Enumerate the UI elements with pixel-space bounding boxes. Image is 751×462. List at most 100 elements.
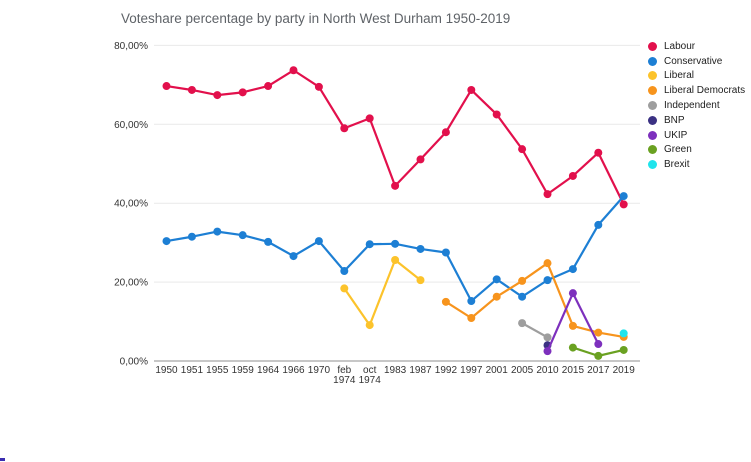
point-green-2019[interactable] <box>619 345 628 354</box>
legend-label: BNP <box>664 114 685 126</box>
line-segment-labour <box>241 84 270 94</box>
point-conservative-1970[interactable] <box>314 237 323 246</box>
legend-item-liberal-democrats[interactable]: Liberal Democrats <box>648 83 745 98</box>
chart-title: Voteshare percentage by party in North W… <box>121 11 511 26</box>
point-independent-2005[interactable] <box>518 319 527 328</box>
point-conservative-feb-1974[interactable] <box>340 267 349 276</box>
point-conservative-1997[interactable] <box>467 297 476 306</box>
point-labour-1983[interactable] <box>391 181 400 190</box>
point-ukip-2017[interactable] <box>594 340 603 349</box>
line-segment-conservative <box>241 234 270 243</box>
point-conservative-1983[interactable] <box>391 239 400 248</box>
point-labour-1966[interactable] <box>289 66 298 75</box>
legend-item-conservative[interactable]: Conservative <box>648 54 745 69</box>
point-conservative-2010[interactable] <box>543 276 552 285</box>
point-liberal-democrats-2015[interactable] <box>568 321 577 330</box>
legend-dot-icon <box>648 56 657 66</box>
line-segment-labour <box>368 117 397 187</box>
point-labour-oct-1974[interactable] <box>365 114 374 123</box>
line-segment-liberal-democrats <box>597 331 625 339</box>
point-conservative-1950[interactable] <box>162 237 171 246</box>
point-conservative-2017[interactable] <box>594 220 603 229</box>
point-labour-2015[interactable] <box>568 171 577 180</box>
legend-label: Green <box>664 144 692 156</box>
legend-item-liberal[interactable]: Liberal <box>648 69 745 84</box>
point-labour-1992[interactable] <box>441 128 450 137</box>
point-labour-1987[interactable] <box>416 155 425 164</box>
point-independent-2010[interactable] <box>543 333 552 342</box>
line-segment-conservative <box>419 247 447 254</box>
x-axis-label-feb-1974: feb 1974 <box>333 365 356 386</box>
x-axis-label-2015: 2015 <box>562 365 585 376</box>
x-axis-label-1966: 1966 <box>282 365 305 376</box>
line-segment-independent <box>520 322 549 339</box>
point-liberal-democrats-1997[interactable] <box>467 313 476 322</box>
point-labour-1959[interactable] <box>238 88 247 97</box>
point-labour-2001[interactable] <box>492 110 501 119</box>
y-axis-label-40: 40,00% <box>114 199 148 210</box>
point-conservative-2001[interactable] <box>492 275 501 284</box>
point-liberal-democrats-2001[interactable] <box>492 292 501 301</box>
point-liberal-feb-1974[interactable] <box>340 284 349 293</box>
x-axis-label-2005: 2005 <box>511 365 534 376</box>
point-labour-1951[interactable] <box>187 85 196 94</box>
point-liberal-1987[interactable] <box>416 276 425 285</box>
legend-dot-icon <box>648 160 657 170</box>
point-conservative-1955[interactable] <box>213 227 222 236</box>
point-labour-2019[interactable] <box>619 200 628 209</box>
point-conservative-2015[interactable] <box>568 265 577 274</box>
point-labour-2017[interactable] <box>594 148 603 157</box>
point-labour-2010[interactable] <box>543 190 552 199</box>
point-labour-feb-1974[interactable] <box>340 124 349 133</box>
point-liberal-democrats-1992[interactable] <box>441 297 450 306</box>
legend-item-green[interactable]: Green <box>648 143 745 158</box>
point-conservative-1964[interactable] <box>264 237 273 246</box>
point-labour-1950[interactable] <box>162 82 171 91</box>
point-brexit-2019[interactable] <box>619 329 628 338</box>
point-labour-1964[interactable] <box>264 82 273 91</box>
point-liberal-oct-1974[interactable] <box>365 321 374 330</box>
point-conservative-1992[interactable] <box>441 248 450 257</box>
legend-dot-icon <box>648 130 657 140</box>
point-conservative-1951[interactable] <box>187 232 196 241</box>
line-segment-conservative <box>292 239 320 258</box>
line-segment-labour <box>470 88 498 116</box>
y-axis-label-80: 80,00% <box>114 41 148 52</box>
point-labour-1970[interactable] <box>314 82 323 91</box>
line-segment-labour <box>520 148 549 196</box>
x-axis-label-1951: 1951 <box>181 365 204 376</box>
legend-item-independent[interactable]: Independent <box>648 98 745 113</box>
x-axis-label-1959: 1959 <box>232 365 255 376</box>
point-labour-1997[interactable] <box>467 85 476 94</box>
line-segment-conservative <box>444 251 473 303</box>
point-liberal-democrats-2010[interactable] <box>543 259 552 268</box>
line-segment-labour <box>394 158 422 187</box>
point-labour-1955[interactable] <box>213 91 222 100</box>
legend-dot-icon <box>648 71 657 81</box>
point-ukip-2015[interactable] <box>568 289 577 298</box>
legend-item-ukip[interactable]: UKIP <box>648 128 745 143</box>
legend-item-labour[interactable]: Labour <box>648 39 745 54</box>
point-labour-2005[interactable] <box>518 145 527 154</box>
line-segment-liberal-democrats <box>520 262 549 283</box>
x-axis-label-1955: 1955 <box>206 365 229 376</box>
point-green-2015[interactable] <box>568 343 577 352</box>
legend-item-brexit[interactable]: Brexit <box>648 157 745 172</box>
x-axis-label-1970: 1970 <box>308 365 331 376</box>
point-conservative-1959[interactable] <box>238 231 247 240</box>
point-conservative-2019[interactable] <box>619 192 628 201</box>
legend-item-bnp[interactable]: BNP <box>648 113 745 128</box>
line-segment-liberal-democrats <box>571 324 600 334</box>
point-green-2017[interactable] <box>594 351 603 360</box>
point-liberal-democrats-2005[interactable] <box>518 276 527 285</box>
line-segment-labour <box>419 131 447 161</box>
point-conservative-1987[interactable] <box>416 244 425 253</box>
point-conservative-2005[interactable] <box>518 292 527 301</box>
point-ukip-2010[interactable] <box>543 347 552 356</box>
x-axis-label-2017: 2017 <box>587 365 610 376</box>
point-liberal-democrats-2017[interactable] <box>594 328 603 337</box>
point-conservative-1966[interactable] <box>289 252 298 261</box>
point-liberal-1983[interactable] <box>391 256 400 265</box>
point-conservative-oct-1974[interactable] <box>365 240 374 249</box>
